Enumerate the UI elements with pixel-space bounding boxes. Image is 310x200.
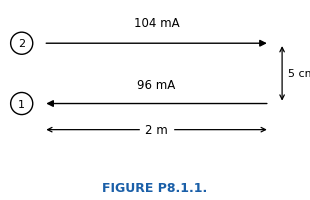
Text: 2 m: 2 m xyxy=(145,124,168,136)
Text: 2: 2 xyxy=(18,39,25,49)
Text: 96 mA: 96 mA xyxy=(137,79,176,92)
Text: 1: 1 xyxy=(18,99,25,109)
Text: FIGURE P8.1.1.: FIGURE P8.1.1. xyxy=(102,181,208,194)
Text: 5 cm: 5 cm xyxy=(288,69,310,79)
Text: 104 mA: 104 mA xyxy=(134,17,179,30)
